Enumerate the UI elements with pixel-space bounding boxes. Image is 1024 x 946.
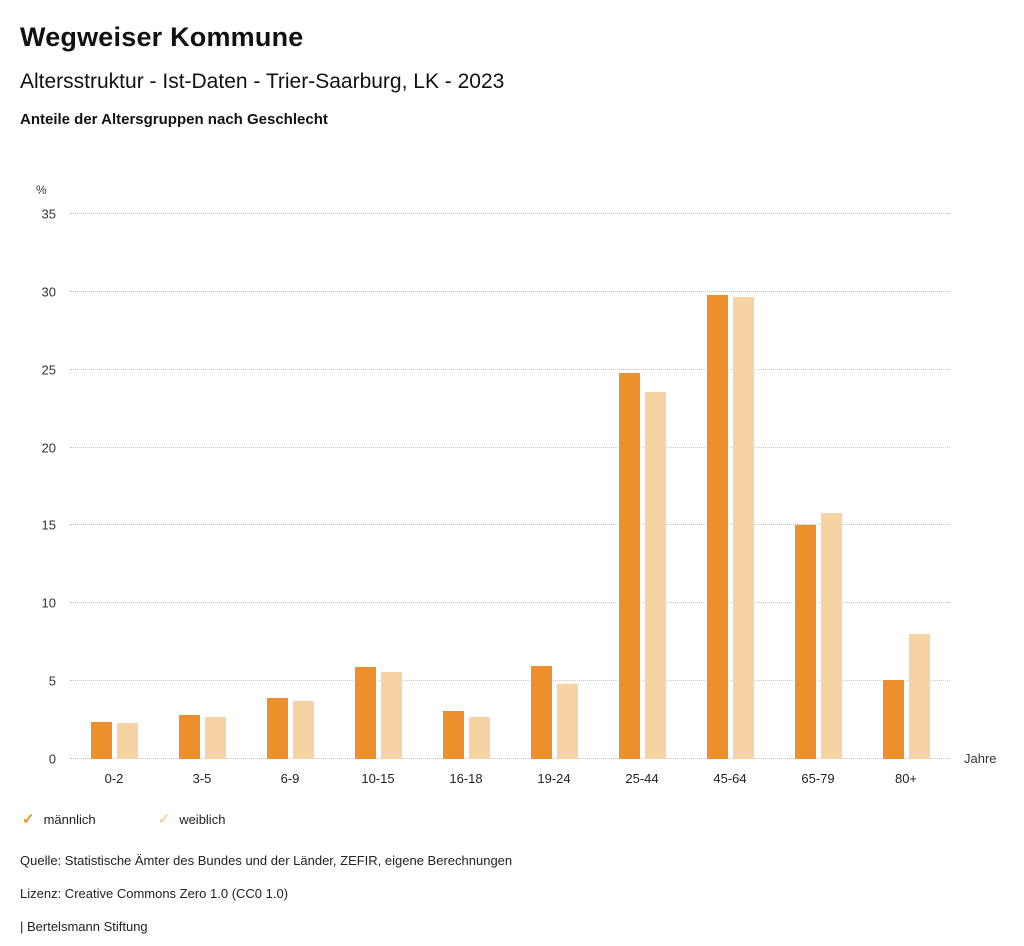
legend-label: weiblich — [179, 812, 226, 827]
bar-group-65-79 — [774, 214, 862, 759]
bar-group-19-24 — [510, 214, 598, 759]
gridline-15 — [70, 524, 950, 526]
x-category-label-80+: 80+ — [894, 771, 918, 786]
x-category-label-19-24: 19-24 — [537, 771, 571, 786]
page-title: Wegweiser Kommune — [20, 22, 304, 52]
bar-group-45-64 — [686, 214, 774, 759]
license-note: Lizenz: Creative Commons Zero 1.0 (CC0 1… — [20, 886, 289, 901]
plot-area: % Jahre 0 5 10 15 20 25 30 35 — [36, 183, 997, 766]
x-category-label-10-15: 10-15 — [361, 771, 395, 786]
gridline-35 — [70, 213, 950, 214]
gridline-25 — [70, 368, 950, 370]
x-category-label-16-18: 16-18 — [449, 771, 483, 786]
bar-weiblich-16-18 — [468, 716, 490, 759]
bar-weiblich-25-44 — [644, 391, 666, 759]
bar-weiblich-19-24 — [556, 684, 578, 759]
legend-item-männlich[interactable]: ✓ männlich — [22, 812, 96, 827]
bar-weiblich-3-5 — [204, 716, 226, 759]
gridline-10 — [70, 602, 950, 604]
bar-männlich-3-5 — [178, 715, 200, 759]
check-icon: ✓ — [22, 811, 35, 828]
bar-männlich-80+ — [882, 679, 904, 759]
chart-heading: Anteile der Altersgruppen nach Geschlech… — [20, 111, 328, 128]
x-category-label-25-44: 25-44 — [625, 771, 659, 786]
chart-legend: ✓ männlich ✓ weiblich — [22, 812, 1004, 827]
gridline-5 — [70, 680, 950, 682]
y-tick-label: 20 — [41, 440, 56, 456]
x-axis-category-labels: 0-2 3-5 6-9 10-15 16-18 19-24 25-44 45-64 65-79 8… — [70, 759, 950, 786]
bar-männlich-16-18 — [442, 710, 464, 759]
y-tick-label: 30 — [41, 284, 56, 300]
gridline-30 — [70, 290, 950, 292]
bar-männlich-6-9 — [266, 698, 288, 759]
x-category-label-3-5: 3-5 — [192, 771, 212, 786]
bar-group-16-18 — [422, 214, 510, 759]
legend-label: männlich — [43, 812, 96, 827]
bars-container — [70, 214, 950, 759]
gridline-20 — [70, 446, 950, 448]
bar-group-80+ — [862, 214, 950, 759]
attribution-note: | Bertelsmann Stiftung — [20, 919, 148, 934]
x-category-label-6-9: 6-9 — [280, 771, 300, 786]
bar-weiblich-80+ — [908, 634, 930, 759]
gridline-0 — [70, 758, 950, 759]
x-category-label-45-64: 45-64 — [713, 771, 747, 786]
y-tick-label: 25 — [41, 362, 56, 378]
bar-weiblich-10-15 — [380, 671, 402, 759]
y-tick-label: 15 — [41, 517, 56, 533]
bar-männlich-25-44 — [618, 372, 640, 759]
bar-männlich-45-64 — [706, 294, 728, 759]
check-icon: ✓ — [157, 811, 171, 828]
bar-group-0-2 — [70, 214, 158, 759]
bar-weiblich-45-64 — [732, 296, 754, 759]
bar-weiblich-0-2 — [116, 723, 138, 759]
chart-footer: Quelle: Statistische Ämter des Bundes un… — [20, 853, 1004, 934]
bar-männlich-19-24 — [530, 665, 552, 759]
x-category-label-65-79: 65-79 — [801, 771, 835, 786]
bar-chart: % Jahre 0 5 10 15 20 25 30 35 0-2 3-5 6-9 10-15 16-… — [36, 183, 997, 786]
y-tick-label: 5 — [48, 673, 56, 689]
bar-männlich-65-79 — [794, 525, 816, 759]
source-note: Quelle: Statistische Ämter des Bundes un… — [20, 853, 513, 868]
bar-group-10-15 — [334, 214, 422, 759]
chart-subtitle: Altersstruktur - Ist-Daten - Trier-Saarb… — [20, 70, 505, 93]
bar-männlich-0-2 — [90, 721, 112, 759]
bar-group-3-5 — [158, 214, 246, 759]
legend-item-weiblich[interactable]: ✓ weiblich — [158, 812, 226, 827]
x-axis-unit-label: Jahre — [964, 751, 997, 766]
x-category-label-0-2: 0-2 — [104, 771, 124, 786]
y-tick-label: 10 — [41, 595, 56, 611]
bar-group-25-44 — [598, 214, 686, 759]
bar-weiblich-6-9 — [292, 701, 314, 759]
bar-weiblich-65-79 — [820, 512, 842, 759]
bar-männlich-10-15 — [354, 667, 376, 759]
bar-group-6-9 — [246, 214, 334, 759]
y-axis-unit-label: % — [36, 183, 47, 197]
y-tick-label: 0 — [48, 751, 56, 767]
y-tick-label: 35 — [41, 206, 56, 222]
